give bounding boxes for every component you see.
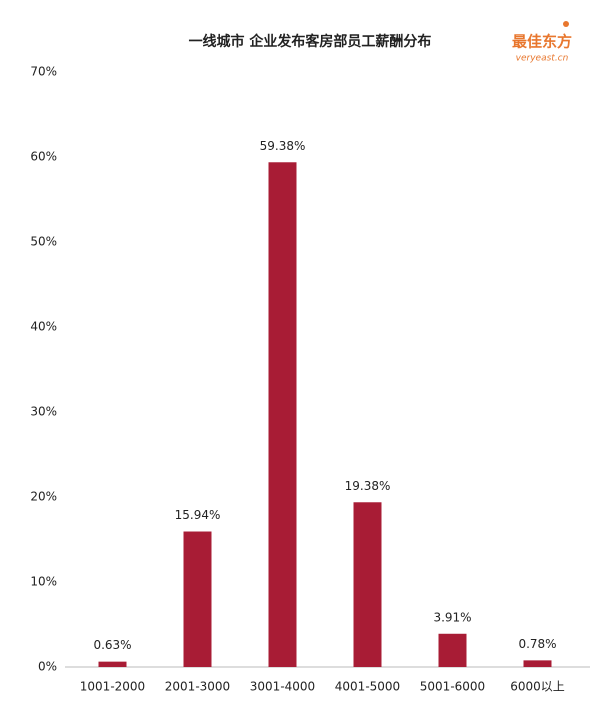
y-tick-label: 70%: [30, 65, 57, 79]
chart-title: 一线城市 企业发布客房部员工薪酬分布: [189, 33, 432, 50]
x-tick-label: 3001-4000: [250, 680, 315, 694]
x-tick-label: 1001-2000: [80, 680, 145, 694]
value-label: 0.63%: [93, 638, 131, 652]
value-label: 59.38%: [260, 139, 306, 153]
value-label: 15.94%: [175, 508, 221, 522]
y-tick-label: 60%: [30, 150, 57, 164]
y-tick-label: 0%: [38, 660, 57, 674]
bar: [268, 162, 297, 667]
y-tick-label: 50%: [30, 235, 57, 249]
y-tick-label: 10%: [30, 575, 57, 589]
y-tick-label: 20%: [30, 490, 57, 504]
bar: [353, 502, 382, 667]
value-label: 0.78%: [518, 637, 556, 651]
logo-dot: [563, 21, 569, 27]
value-label: 19.38%: [345, 479, 391, 493]
bar: [438, 633, 467, 667]
y-tick-label: 40%: [30, 320, 57, 334]
x-tick-label: 5001-6000: [420, 680, 485, 694]
bar: [183, 531, 212, 667]
bar: [523, 660, 552, 667]
value-label: 3.91%: [433, 610, 471, 624]
logo-name: 最佳东方: [512, 33, 572, 51]
x-tick-label: 6000以上: [510, 680, 565, 694]
y-tick-label: 30%: [30, 405, 57, 419]
x-tick-label: 4001-5000: [335, 680, 400, 694]
logo-url: veryeast.cn: [516, 54, 569, 64]
bar: [98, 661, 127, 667]
x-tick-label: 2001-3000: [165, 680, 230, 694]
